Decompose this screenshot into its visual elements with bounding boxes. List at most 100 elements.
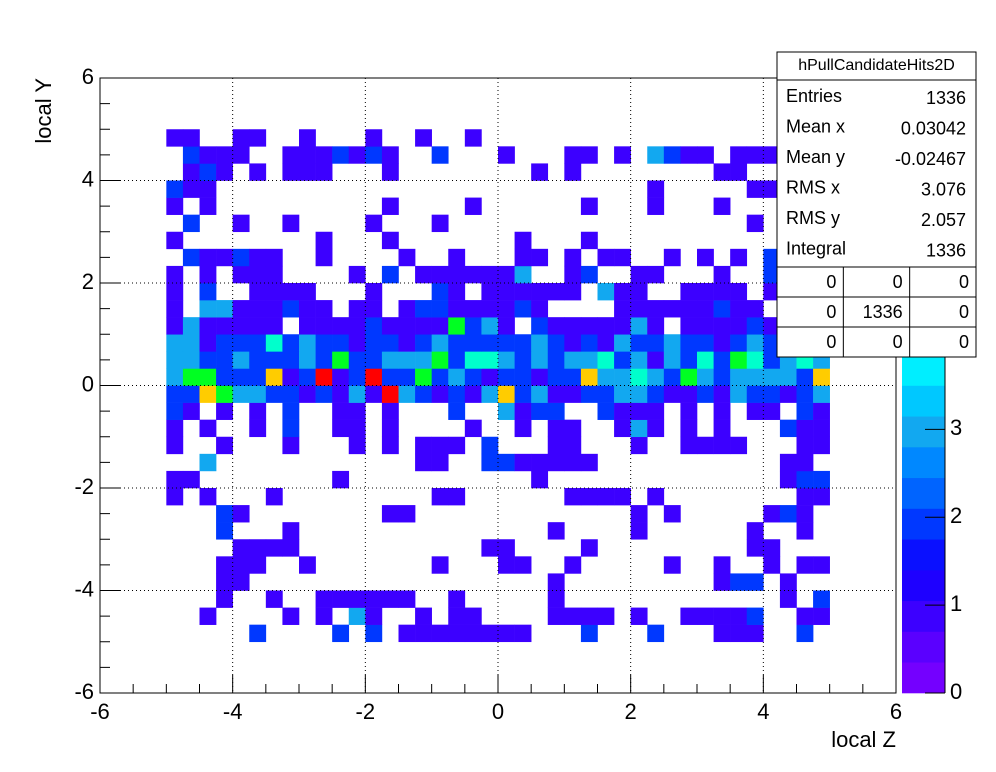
- cell: [232, 505, 250, 523]
- cell: [464, 317, 482, 335]
- cell: [315, 231, 333, 250]
- cell: [448, 624, 466, 643]
- cell: [580, 368, 598, 386]
- palette-box: [902, 447, 945, 479]
- cell: [182, 368, 200, 386]
- cell: [415, 351, 432, 369]
- cell: [697, 146, 714, 164]
- cell: [813, 436, 830, 455]
- cell: [713, 556, 731, 574]
- stats-table-cell: 0: [826, 272, 836, 292]
- cell: [481, 351, 499, 369]
- cell: [663, 146, 681, 164]
- z-tick-label: 1: [950, 591, 962, 616]
- cell: [481, 453, 499, 472]
- y-tick-label: -6: [74, 679, 94, 704]
- cell: [564, 351, 582, 369]
- cell: [498, 539, 515, 557]
- stats-title: hPullCandidateHits2D: [798, 57, 955, 74]
- cell: [514, 265, 532, 284]
- cell: [166, 197, 184, 215]
- cell: [630, 436, 648, 455]
- cell: [580, 488, 598, 506]
- cell: [564, 607, 582, 625]
- cell: [381, 402, 399, 420]
- cell: [730, 163, 748, 181]
- cell: [763, 368, 781, 386]
- cell: [680, 283, 698, 301]
- cell: [680, 607, 698, 625]
- cell: [697, 368, 714, 386]
- cell: [249, 265, 267, 284]
- cell: [199, 146, 217, 164]
- cell: [614, 351, 631, 369]
- cell: [249, 283, 267, 301]
- stats-table-cell: 1336: [863, 302, 903, 322]
- cell: [415, 129, 432, 147]
- cell: [746, 573, 764, 591]
- cell: [365, 368, 383, 386]
- cell: [663, 334, 681, 352]
- cell: [514, 402, 532, 420]
- cell: [564, 265, 582, 284]
- cell: [564, 248, 582, 267]
- cell: [779, 385, 797, 403]
- cell: [813, 470, 830, 489]
- cell: [663, 248, 681, 267]
- cell: [299, 283, 316, 301]
- stats-label: Integral: [786, 238, 846, 258]
- cell: [448, 368, 466, 386]
- cell: [813, 556, 830, 574]
- cell: [713, 265, 731, 284]
- cell: [282, 283, 300, 301]
- cell: [381, 505, 399, 523]
- cell: [332, 402, 350, 420]
- cell: [531, 453, 549, 472]
- palette-box: [902, 416, 945, 448]
- cell: [680, 385, 698, 403]
- cell: [481, 539, 499, 557]
- cell: [614, 385, 631, 403]
- cell: [332, 368, 350, 386]
- cell: [680, 368, 698, 386]
- z-tick-label: 0: [950, 679, 962, 704]
- cell: [580, 453, 598, 472]
- cell: [448, 351, 466, 369]
- cell: [713, 402, 731, 420]
- cell: [713, 300, 731, 318]
- cell: [564, 453, 582, 472]
- cell: [779, 590, 797, 608]
- cell: [580, 265, 598, 284]
- cell: [431, 283, 449, 301]
- cell: [216, 522, 233, 540]
- cell: [680, 436, 698, 455]
- cell: [365, 300, 383, 318]
- cell: [249, 334, 267, 352]
- x-tick-label: -4: [223, 699, 243, 724]
- cell: [614, 146, 631, 164]
- cell: [746, 539, 764, 557]
- cell: [315, 607, 333, 625]
- cell: [348, 419, 366, 438]
- cell: [315, 334, 333, 352]
- cell: [249, 624, 267, 643]
- cell: [713, 607, 731, 625]
- cell: [730, 573, 748, 591]
- cell: [348, 300, 366, 318]
- cell: [564, 488, 582, 506]
- cell: [746, 522, 764, 540]
- palette-box: [902, 570, 945, 602]
- cell: [265, 334, 283, 352]
- cell: [166, 317, 184, 335]
- cell: [166, 283, 184, 301]
- cell: [547, 573, 565, 591]
- cell: [779, 368, 797, 386]
- stats-value: -0.02467: [895, 149, 966, 169]
- cell: [813, 419, 830, 438]
- cell: [448, 334, 466, 352]
- palette-box: [902, 631, 945, 663]
- cell: [415, 334, 432, 352]
- cell: [547, 522, 565, 540]
- cell: [796, 556, 814, 574]
- cell: [697, 385, 714, 403]
